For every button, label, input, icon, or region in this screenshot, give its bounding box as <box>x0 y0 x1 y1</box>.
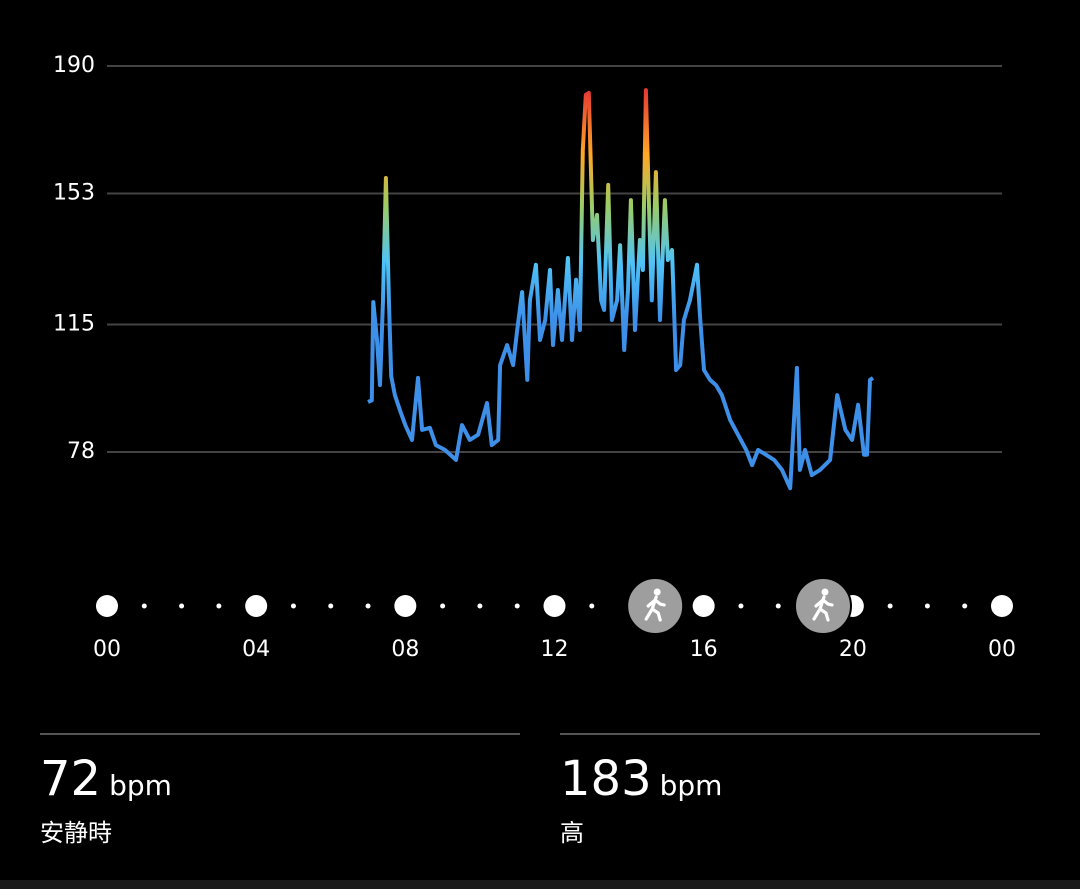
y-tick-label: 78 <box>67 439 95 464</box>
high-stat: 183 bpm 高 <box>560 733 1040 848</box>
hour-dot <box>365 603 371 609</box>
x-tick-label: 08 <box>391 637 419 662</box>
x-tick-label: 00 <box>93 637 121 662</box>
resting-stat: 72 bpm 安静時 <box>40 733 520 848</box>
y-tick-label: 153 <box>53 181 95 206</box>
hour-dot <box>440 603 446 609</box>
unit: bpm <box>659 769 723 802</box>
walker-body <box>812 595 834 622</box>
value: 72 <box>40 751 102 807</box>
x-tick-label: 16 <box>690 637 718 662</box>
stat-value: 72 bpm <box>40 755 520 803</box>
x-tick-dot <box>394 595 417 617</box>
bottom-bar <box>0 880 1080 889</box>
y-tick-label: 190 <box>53 53 95 78</box>
x-tick-dot <box>245 595 268 617</box>
hour-dot <box>141 603 147 609</box>
stat-value: 183 bpm <box>560 755 1040 803</box>
x-tick-label: 12 <box>541 637 569 662</box>
hour-dot <box>179 603 185 609</box>
heart-rate-line <box>367 88 875 491</box>
hour-dot <box>924 603 930 609</box>
hour-dot <box>738 603 744 609</box>
walker-head <box>653 588 661 596</box>
marker-circle <box>794 577 852 635</box>
hour-dot <box>216 603 222 609</box>
y-tick-label: 115 <box>53 311 95 336</box>
activity-marker <box>626 577 685 635</box>
hour-dot <box>477 603 483 609</box>
hour-dot <box>962 603 968 609</box>
x-tick-label: 04 <box>242 637 270 662</box>
value: 183 <box>560 751 652 807</box>
x-tick-dot <box>692 595 715 617</box>
heart-rate-chart: 78 115 153 190 00 04 08 12 16 20 00 <box>53 53 1016 662</box>
hour-dot <box>775 603 781 609</box>
activity-marker <box>794 577 852 635</box>
hour-dot <box>887 603 893 609</box>
walker-body <box>644 595 666 622</box>
stat-label: 高 <box>560 819 584 847</box>
walker-head <box>821 588 829 596</box>
x-tick-label: 20 <box>839 637 867 662</box>
hour-dot <box>589 603 595 609</box>
hour-dot <box>328 603 334 609</box>
marker-circle <box>626 577 685 635</box>
x-tick-dot <box>991 595 1013 617</box>
x-tick-dot <box>543 595 566 617</box>
hour-dot <box>290 603 296 609</box>
x-tick-dot <box>96 595 118 617</box>
unit: bpm <box>109 769 172 802</box>
stat-label: 安静時 <box>40 819 112 847</box>
x-tick-label: 00 <box>988 637 1016 662</box>
hour-dot <box>514 603 520 609</box>
